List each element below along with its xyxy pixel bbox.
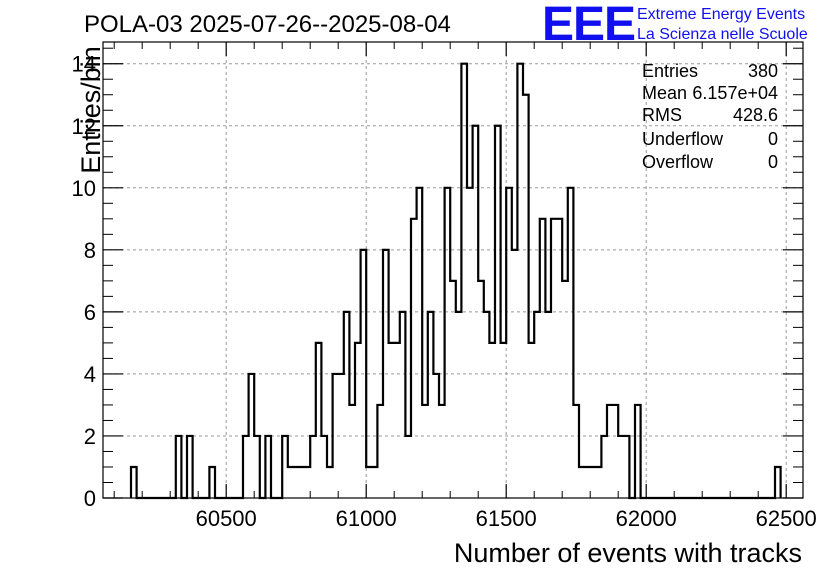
stats-entries-value: 380 bbox=[748, 61, 778, 81]
stats-underflow-label: Underflow bbox=[642, 129, 724, 149]
logo-line-1: Extreme Energy Events bbox=[637, 6, 805, 23]
y-tick-label: 8 bbox=[84, 238, 96, 263]
y-tick-label: 10 bbox=[72, 176, 96, 201]
y-tick-label: 4 bbox=[84, 362, 96, 387]
axis-ticks bbox=[103, 42, 803, 499]
stats-overflow-value: 0 bbox=[768, 152, 778, 172]
y-axis-label: Entries/bin bbox=[76, 46, 106, 174]
y-tick-label: 0 bbox=[84, 486, 96, 511]
x-tick-label: 60500 bbox=[196, 506, 257, 531]
eee-logo: EEE Extreme Energy Events La Scienza nel… bbox=[542, 0, 808, 51]
tick-labels: 60500 61000 61500 62000 62500 0 2 4 6 8 10 12 14 bbox=[72, 52, 817, 531]
x-tick-label: 61000 bbox=[336, 506, 397, 531]
logo-letters: EEE bbox=[542, 0, 635, 51]
stats-mean-value: 6.157e+04 bbox=[692, 83, 778, 103]
stats-rms-label: RMS bbox=[642, 105, 682, 125]
stats-rms-value: 428.6 bbox=[733, 105, 778, 125]
chart-title: POLA-03 2025-07-26--2025-08-04 bbox=[84, 11, 451, 38]
logo-line-2: La Scienza nelle Scuole bbox=[637, 26, 808, 43]
x-tick-label: 61500 bbox=[476, 506, 537, 531]
plot-frame bbox=[102, 41, 804, 499]
stats-underflow-value: 0 bbox=[768, 129, 778, 149]
stats-overflow-label: Overflow bbox=[642, 152, 714, 172]
x-axis-label: Number of events with tracks bbox=[454, 538, 802, 568]
stats-mean-label: Mean bbox=[642, 83, 687, 103]
stats-box: Entries 380 Mean 6.157e+04 RMS 428.6 Und… bbox=[642, 61, 778, 172]
y-tick-label: 2 bbox=[84, 424, 96, 449]
y-tick-label: 6 bbox=[84, 300, 96, 325]
x-tick-label: 62000 bbox=[616, 506, 677, 531]
stats-entries-label: Entries bbox=[642, 61, 698, 81]
y-tick-label: 14 bbox=[72, 52, 96, 77]
grid-lines bbox=[103, 42, 803, 498]
y-tick-label: 12 bbox=[72, 114, 96, 139]
x-tick-label: 62500 bbox=[756, 506, 817, 531]
